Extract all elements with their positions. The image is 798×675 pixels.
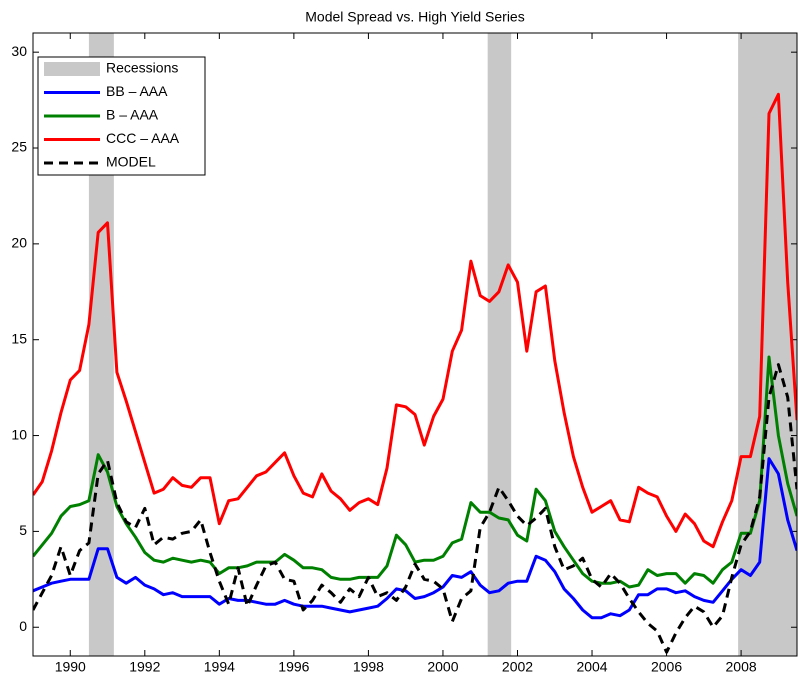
legend-label: MODEL <box>106 154 156 170</box>
x-tick-label: 1996 <box>278 659 309 675</box>
plot-frame <box>32 32 798 657</box>
series-line <box>33 355 797 589</box>
y-tick-label: 20 <box>11 235 27 251</box>
y-tick-label: 15 <box>11 330 27 346</box>
chart-title: Model Spread vs. High Yield Series <box>305 9 524 25</box>
legend-label: BB – AAA <box>106 83 168 99</box>
x-tick-label: 2006 <box>651 659 682 675</box>
y-tick-label: 0 <box>19 618 27 634</box>
legend-swatch <box>44 62 100 76</box>
series-line <box>33 92 797 549</box>
y-tick-label: 5 <box>19 522 27 538</box>
series-line <box>33 363 797 654</box>
x-tick-label: 2004 <box>576 659 607 675</box>
x-tick-label: 1998 <box>353 659 384 675</box>
x-tick-label: 2000 <box>427 659 458 675</box>
recession-band <box>487 33 512 656</box>
y-tick-label: 10 <box>11 426 27 442</box>
series-line <box>33 457 797 620</box>
x-tick-label: 2008 <box>726 659 757 675</box>
y-tick-label: 30 <box>11 43 27 59</box>
x-tick-label: 1994 <box>204 659 235 675</box>
legend-label: Recessions <box>106 60 178 76</box>
x-tick-label: 2002 <box>502 659 533 675</box>
x-tick-label: 1990 <box>55 659 86 675</box>
y-tick-label: 25 <box>11 139 27 155</box>
legend-label: B – AAA <box>106 107 159 123</box>
x-tick-label: 1992 <box>129 659 160 675</box>
legend-label: CCC – AAA <box>106 130 180 146</box>
